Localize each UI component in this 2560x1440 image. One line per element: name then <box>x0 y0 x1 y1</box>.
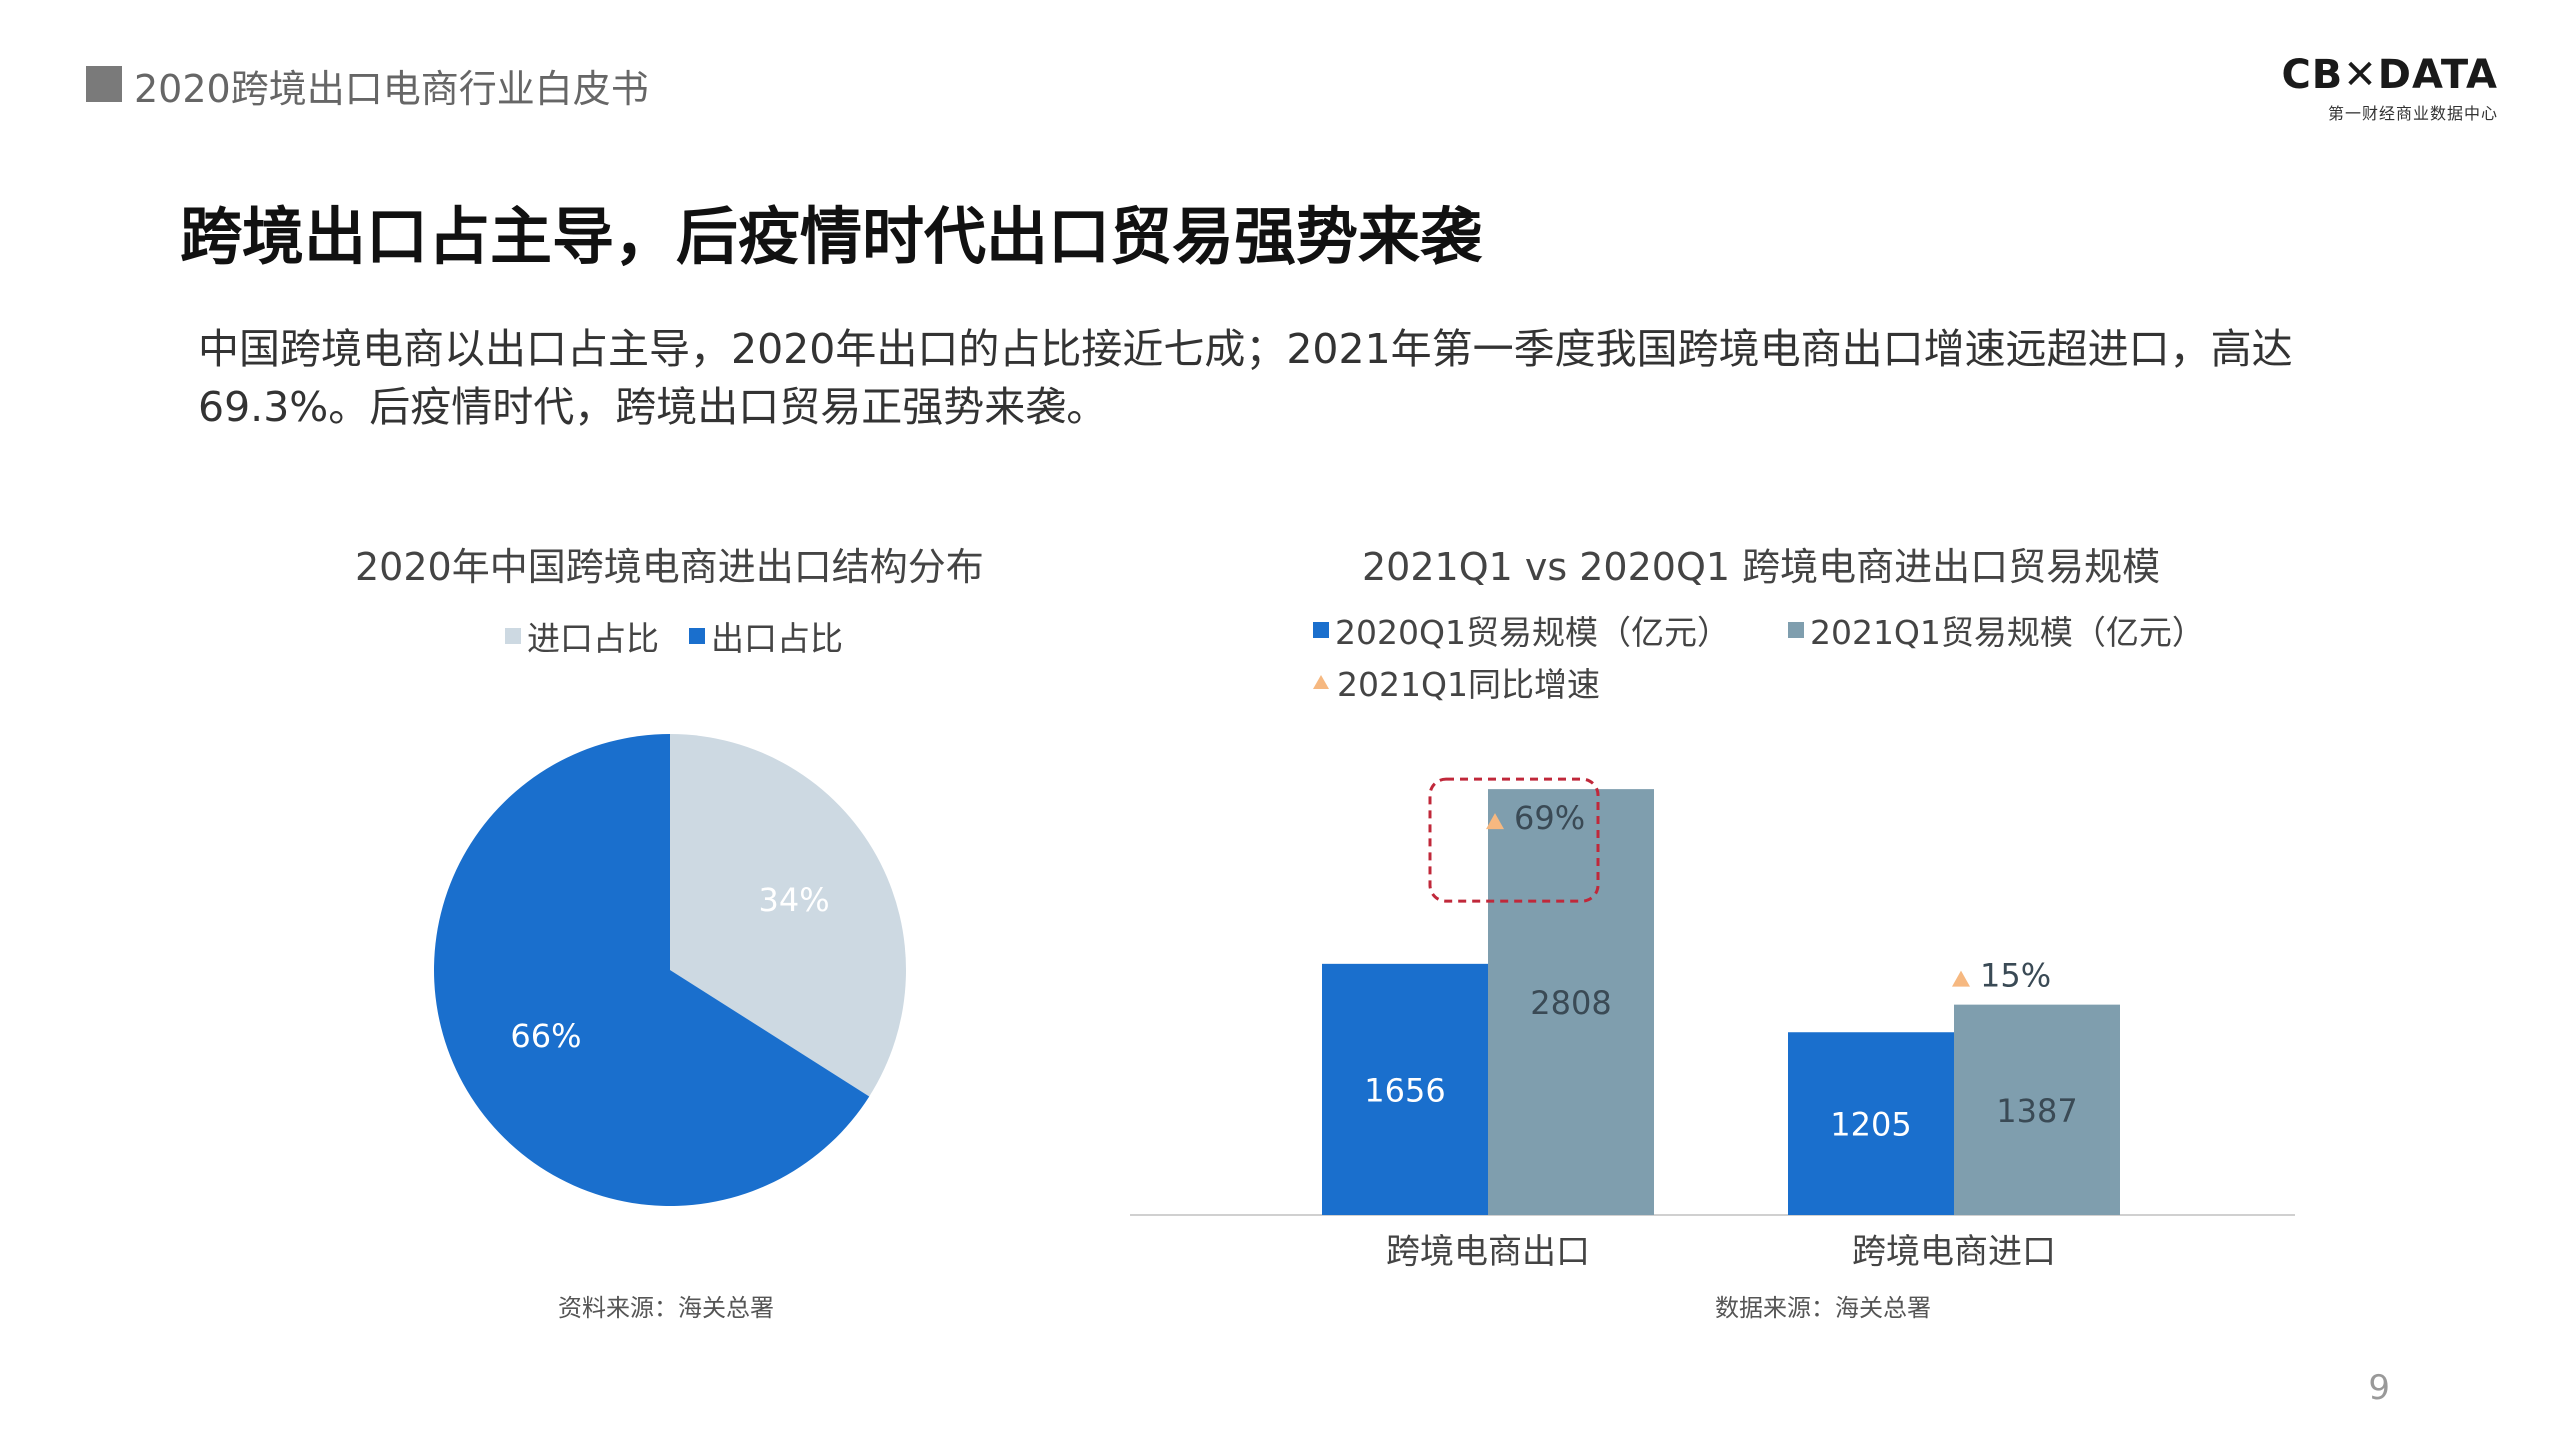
report-title: 2020跨境出口电商行业白皮书 <box>134 67 649 111</box>
pie-slice-export <box>433 734 870 1206</box>
pie-legend-export-label: 出口占比 <box>711 619 843 658</box>
growth-label-1: 15% <box>1980 957 2051 995</box>
bar-legend: 2020Q1贸易规模（亿元） 2021Q1贸易规模（亿元） <box>1313 606 2235 654</box>
bar-source: 数据来源：海关总署 <box>1715 1294 1931 1322</box>
highlight-dashed-box <box>1428 777 1600 903</box>
bar-chart-title: 2021Q1 vs 2020Q1 跨境电商进出口贸易规模 <box>1362 545 2161 589</box>
pie-legend-import-label: 进口占比 <box>527 619 659 658</box>
pie-legend-export: 出口占比 <box>689 612 843 660</box>
cbndata-logo-subtitle: 第一财经商业数据中心 <box>2327 104 2498 123</box>
bar-legend-2020-label: 2020Q1贸易规模（亿元） <box>1335 613 1730 652</box>
pie-chart: 34% 66% <box>433 734 906 1206</box>
import-swatch-icon <box>505 628 521 644</box>
bar-chart: 1656 2808 69% 跨境电商出口 1205 1387 15% 跨境电商进口 <box>1130 777 2295 1272</box>
growth-triangle-icon <box>1486 813 1504 830</box>
growth-triangle-icon <box>1313 675 1329 689</box>
bar-1-series-0 <box>1788 1032 1954 1215</box>
bar-1-series-1 <box>1954 1004 2120 1215</box>
growth-triangle-icon <box>1952 970 1970 987</box>
bar-legend-2020: 2020Q1贸易规模（亿元） <box>1313 606 1730 654</box>
header-square-icon <box>86 66 122 102</box>
category-label-0: 跨境电商出口 <box>1386 1232 1590 1272</box>
export-swatch-icon <box>689 628 705 644</box>
pie-label-export: 66% <box>510 1017 581 1055</box>
q1-2020-swatch-icon <box>1313 622 1329 638</box>
pie-chart-title: 2020年中国跨境电商进出口结构分布 <box>355 545 984 589</box>
bar-value-label-0-0: 1656 <box>1364 1071 1445 1109</box>
pie-slice-import <box>670 734 906 1097</box>
pie-legend-import: 进口占比 <box>505 612 659 660</box>
bar-legend-growth: 2021Q1同比增速 <box>1313 658 1600 706</box>
page-number: 9 <box>2368 1368 2390 1408</box>
bar-value-label-1-0: 1205 <box>1830 1106 1911 1144</box>
q1-2021-swatch-icon <box>1787 622 1804 638</box>
bar-0-series-0 <box>1322 963 1488 1215</box>
category-label-1: 跨境电商进口 <box>1852 1232 2056 1272</box>
bar-legend-2021: 2021Q1贸易规模（亿元） <box>1787 606 2205 654</box>
pie-label-import: 34% <box>759 881 830 919</box>
bar-value-label-0-1: 2808 <box>1530 984 1611 1022</box>
pie-legend: 进口占比 出口占比 <box>505 612 873 660</box>
bar-0-series-1 <box>1488 789 1654 1215</box>
bar-legend-2021-label: 2021Q1贸易规模（亿元） <box>1809 613 2205 652</box>
bar-value-label-1-1: 1387 <box>1996 1092 2077 1130</box>
page-title: 跨境出口占主导，后疫情时代出口贸易强势来袭 <box>180 200 1483 273</box>
pie-source: 资料来源：海关总署 <box>558 1294 774 1322</box>
growth-label-0: 69% <box>1514 799 1585 837</box>
summary-text: 中国跨境电商以出口占主导，2020年出口的占比接近七成；2021年第一季度我国跨… <box>198 325 2293 431</box>
bar-legend-growth-label: 2021Q1同比增速 <box>1337 665 1600 704</box>
cbndata-logo: CB✕DATA <box>2281 52 2498 98</box>
